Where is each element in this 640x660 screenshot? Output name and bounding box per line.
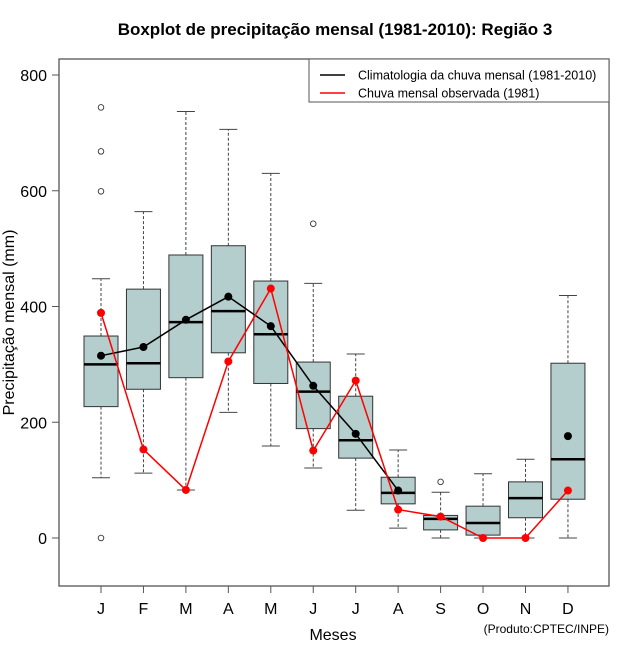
box-5 <box>295 220 331 469</box>
series-point <box>563 486 572 495</box>
box-1 <box>125 211 161 474</box>
box-iqr <box>465 505 501 536</box>
series-point <box>436 512 445 521</box>
box-iqr <box>295 361 331 430</box>
series-point <box>563 432 572 441</box>
y-tick-label: 600 <box>20 184 47 201</box>
series-point <box>479 534 488 542</box>
series-point <box>224 357 233 366</box>
series-point <box>181 485 190 494</box>
series-observed <box>97 284 572 542</box>
box-8 <box>423 478 459 539</box>
x-tick-label: M <box>264 601 277 618</box>
y-tick-label: 200 <box>20 415 47 432</box>
series-point <box>181 315 190 324</box>
legend-label-climatology: Climatologia da chuva mensal (1981-2010) <box>358 69 596 83</box>
series-climatology <box>97 292 572 495</box>
series-point <box>521 534 530 542</box>
outlier-point <box>97 104 105 111</box>
x-tick-label: M <box>179 601 192 618</box>
outlier-point <box>437 478 444 486</box>
series-point <box>351 429 360 438</box>
x-tick-label: J <box>309 601 317 618</box>
series-point <box>139 445 148 454</box>
series-point <box>394 505 403 514</box>
outlier-point <box>310 220 317 227</box>
x-tick-label: J <box>97 601 105 618</box>
box-0 <box>83 104 119 542</box>
series-point <box>97 308 105 317</box>
plot-area <box>83 104 586 542</box>
y-axis: 0 200 400 600 800 <box>20 68 60 548</box>
y-tick-label: 400 <box>20 300 47 317</box>
series-point <box>266 284 275 293</box>
box-2 <box>168 110 204 491</box>
x-tick-label: O <box>477 601 489 618</box>
box-iqr <box>83 335 119 408</box>
box-9 <box>465 473 501 539</box>
series-point <box>309 446 318 455</box>
series-point <box>309 381 318 390</box>
x-tick-label: A <box>223 601 234 618</box>
x-tick-label: A <box>393 601 404 618</box>
x-tick-label: S <box>435 601 446 618</box>
x-tick-label: N <box>520 601 532 618</box>
series-line <box>100 295 399 491</box>
x-tick-label: D <box>562 601 574 618</box>
series-point <box>224 292 233 301</box>
box-11 <box>550 295 586 539</box>
series-point <box>394 486 403 495</box>
outlier-point <box>97 188 105 195</box>
y-axis-label: Precipitação mensal (mm) <box>1 230 18 416</box>
x-tick-label: F <box>139 601 149 618</box>
legend-box <box>308 58 610 103</box>
box-iqr <box>508 481 543 519</box>
y-tick-label: 800 <box>20 68 47 85</box>
box-iqr <box>550 362 586 500</box>
credit-text: (Produto:CPTEC/INPE) <box>484 622 609 636</box>
y-tick-label: 0 <box>38 531 47 548</box>
series-point <box>97 351 105 360</box>
chart-title: Boxplot de precipitação mensal (1981-201… <box>118 20 553 39</box>
legend-label-observed: Chuva mensal observada (1981) <box>358 87 539 101</box>
series-point <box>139 343 148 352</box>
box-3 <box>210 128 246 413</box>
box-10 <box>508 458 543 539</box>
x-tick-label: J <box>352 601 360 618</box>
legend: Climatologia da chuva mensal (1981-2010)… <box>308 58 610 103</box>
series-point <box>266 322 275 331</box>
series-line <box>100 286 569 539</box>
outlier-point <box>97 148 105 155</box>
x-axis-label: Meses <box>309 627 356 644</box>
outlier-point <box>97 534 105 542</box>
series-point <box>351 376 360 385</box>
